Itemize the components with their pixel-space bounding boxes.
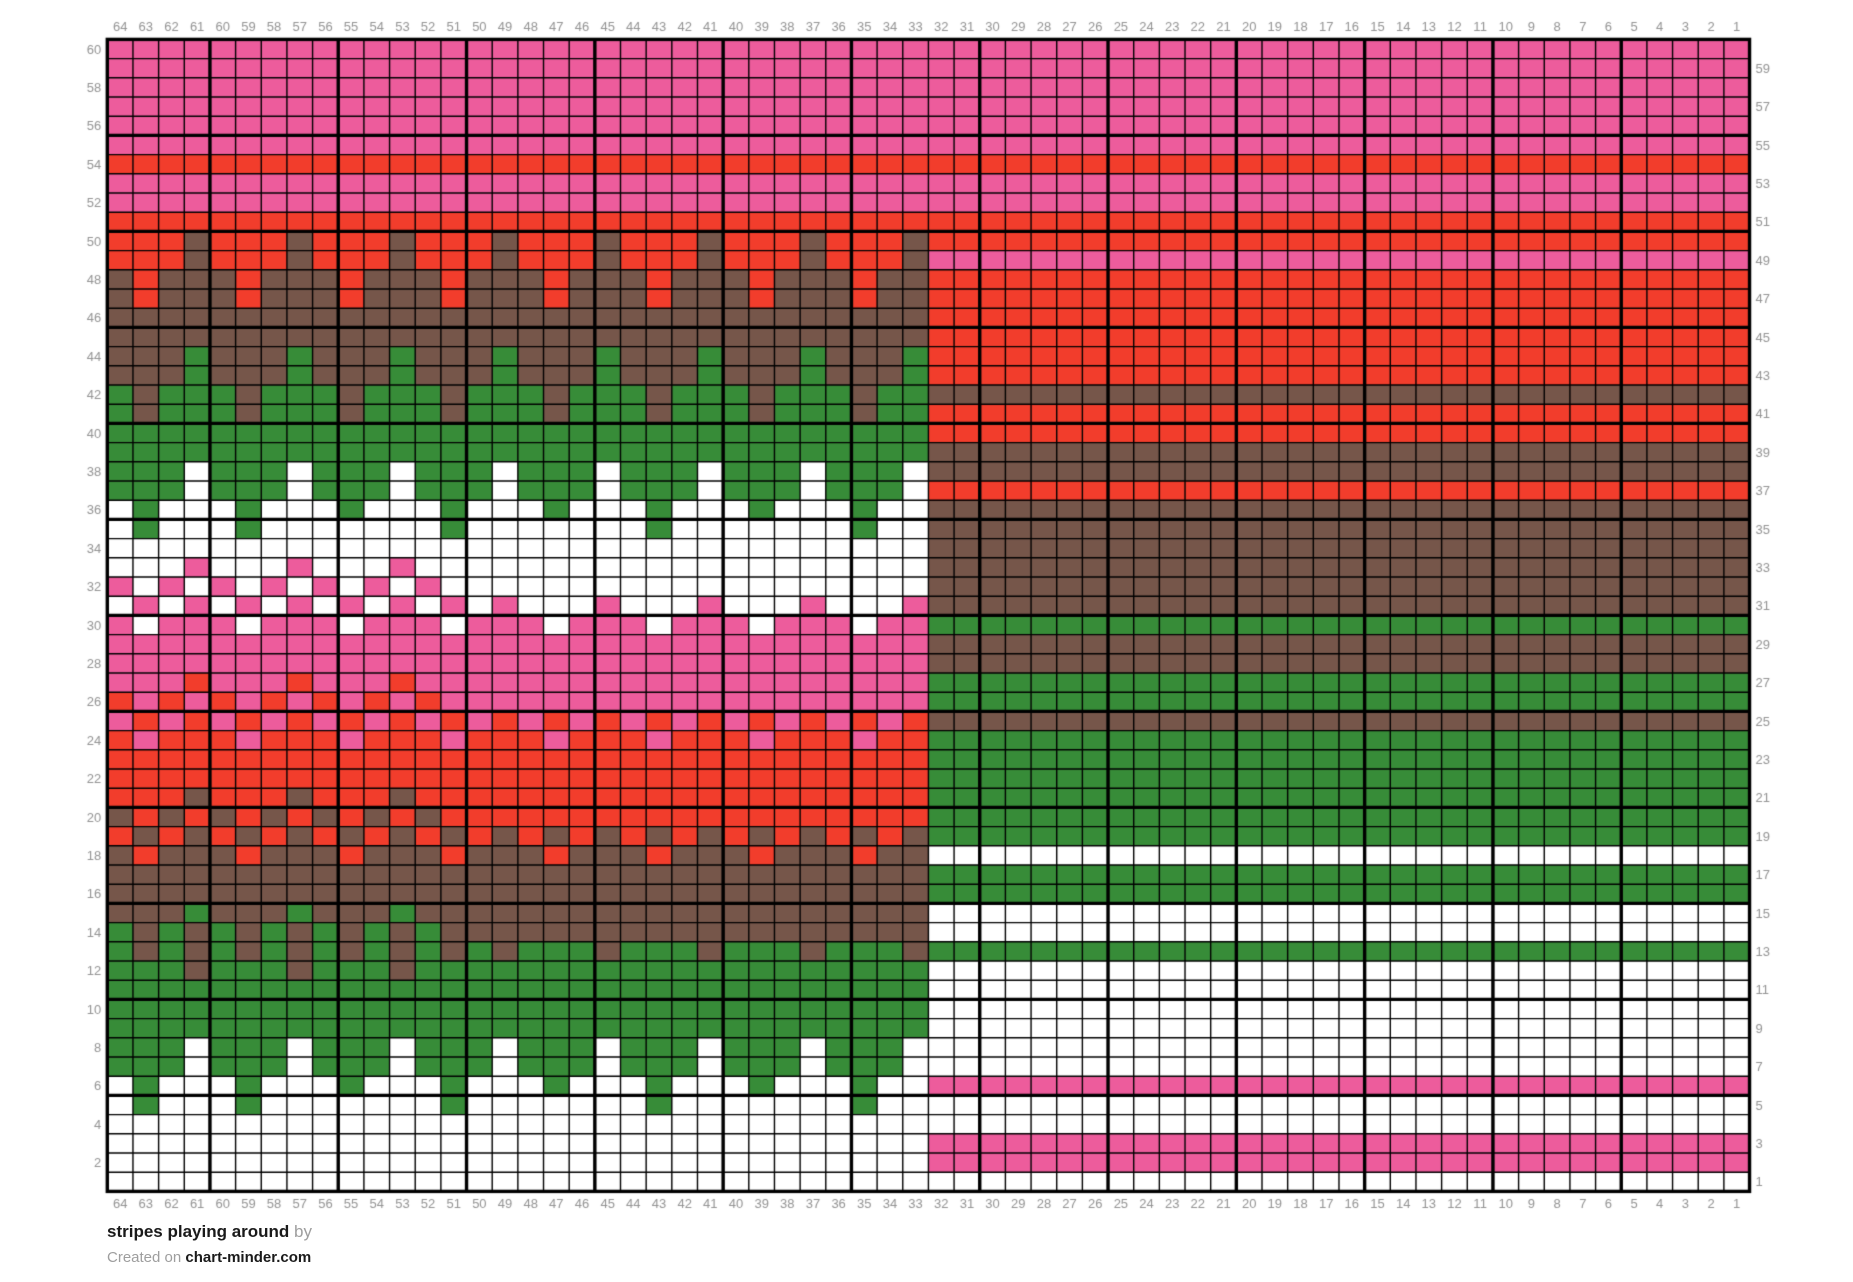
chart-title-line: stripes playing around by: [107, 1222, 312, 1242]
chart-footer: stripes playing around by Created on cha…: [107, 1222, 312, 1266]
chart-title: stripes playing around: [107, 1222, 290, 1241]
chart-credit-line: Created on chart-minder.com: [107, 1249, 312, 1266]
chart-author-by: by: [294, 1222, 313, 1241]
chart-minder-link[interactable]: chart-minder.com: [185, 1249, 312, 1266]
created-on-label: Created on: [107, 1249, 182, 1266]
